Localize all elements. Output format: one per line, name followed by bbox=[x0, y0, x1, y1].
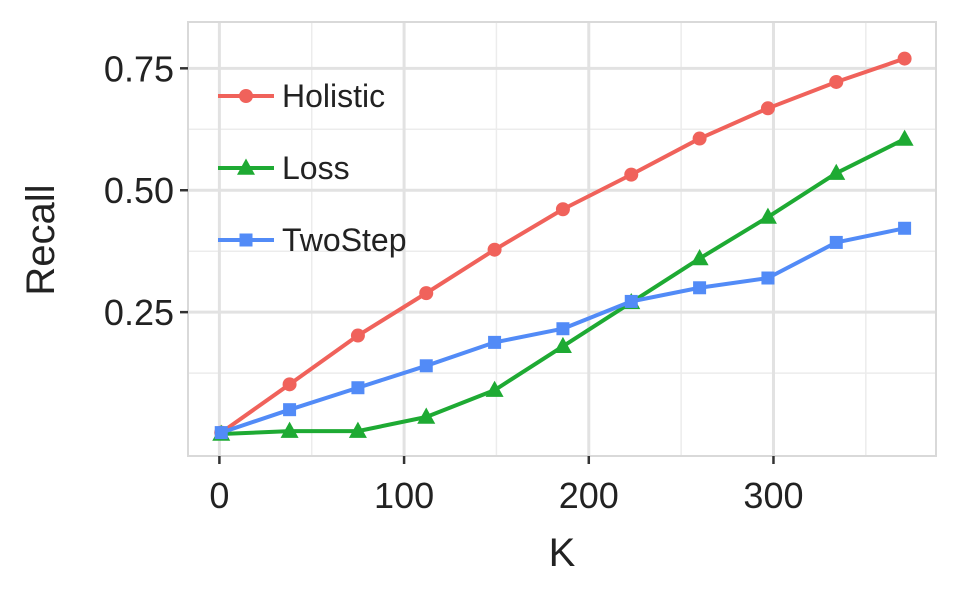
legend-label-twostep: TwoStep bbox=[282, 222, 407, 258]
plot-panel-border bbox=[187, 21, 937, 457]
data-point-holistic bbox=[624, 167, 639, 182]
series-twostep bbox=[214, 221, 912, 440]
data-point-twostep bbox=[419, 359, 433, 373]
data-point-loss bbox=[758, 207, 777, 224]
data-point-loss bbox=[417, 407, 436, 424]
data-point-holistic bbox=[555, 202, 570, 217]
data-point-loss bbox=[485, 380, 504, 397]
legend-label-loss: Loss bbox=[282, 150, 350, 186]
minor-gridlines bbox=[188, 22, 936, 456]
data-point-holistic bbox=[282, 377, 297, 392]
axis-ticks bbox=[180, 67, 775, 464]
data-point-holistic bbox=[350, 328, 365, 343]
y-tick-label: 0.25 bbox=[104, 292, 174, 333]
legend-item-twostep: TwoStep bbox=[218, 222, 407, 258]
data-point-twostep bbox=[624, 294, 638, 308]
legend-label-holistic: Holistic bbox=[282, 78, 385, 114]
data-point-holistic bbox=[692, 131, 707, 146]
data-point-loss bbox=[553, 336, 572, 354]
legend-item-loss: Loss bbox=[218, 150, 350, 186]
data-point-loss bbox=[895, 129, 914, 146]
data-point-twostep bbox=[693, 281, 707, 295]
data-point-holistic bbox=[487, 242, 502, 257]
data-point-loss bbox=[690, 249, 709, 266]
x-tick-labels: 0 100 200 300 bbox=[209, 475, 803, 516]
y-axis-title: Recall bbox=[19, 184, 63, 295]
data-point-holistic bbox=[897, 51, 912, 66]
x-tick-label: 100 bbox=[374, 475, 434, 516]
data-point-loss bbox=[827, 163, 846, 180]
data-point-twostep bbox=[898, 221, 912, 235]
x-tick-label: 300 bbox=[743, 475, 803, 516]
legend-swatch-marker-loss bbox=[237, 158, 255, 175]
data-point-loss bbox=[348, 421, 367, 438]
x-tick-label: 0 bbox=[209, 475, 229, 516]
legend-swatch-marker-twostep bbox=[239, 233, 253, 247]
data-point-twostep bbox=[761, 271, 775, 285]
y-tick-labels: 0.25 0.50 0.75 bbox=[104, 48, 174, 333]
legend-swatch-marker-holistic bbox=[239, 89, 253, 103]
series-loss bbox=[212, 129, 914, 441]
x-axis-title: K bbox=[549, 531, 576, 575]
data-point-holistic bbox=[829, 74, 844, 89]
data-point-twostep bbox=[283, 403, 297, 417]
x-tick-label: 200 bbox=[559, 475, 619, 516]
legend: Holistic Loss TwoStep bbox=[218, 78, 407, 258]
y-tick-label: 0.75 bbox=[104, 48, 174, 89]
data-point-holistic bbox=[760, 101, 775, 116]
data-point-loss bbox=[280, 421, 299, 438]
data-point-twostep bbox=[488, 335, 502, 349]
series-layer bbox=[212, 51, 914, 441]
data-point-twostep bbox=[829, 235, 843, 249]
data-point-holistic bbox=[419, 286, 434, 301]
data-point-twostep bbox=[214, 426, 228, 440]
legend-item-holistic: Holistic bbox=[218, 78, 385, 114]
data-point-twostep bbox=[351, 381, 365, 395]
y-tick-label: 0.50 bbox=[104, 170, 174, 211]
data-point-twostep bbox=[556, 322, 570, 336]
